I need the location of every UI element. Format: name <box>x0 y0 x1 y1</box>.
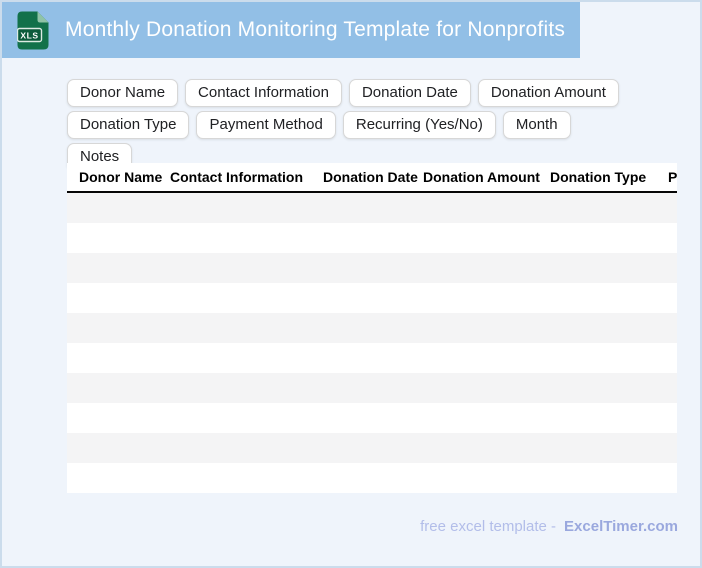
table-row <box>67 373 677 403</box>
column-header-donation-date: Donation Date <box>323 169 418 185</box>
chip-payment-method[interactable]: Payment Method <box>196 111 336 139</box>
chip-recurring[interactable]: Recurring (Yes/No) <box>342 111 496 139</box>
column-header-donation-amount: Donation Amount <box>423 169 540 185</box>
chip-donation-amount[interactable]: Donation Amount <box>477 79 619 107</box>
header-bar: XLS Monthly Donation Monitoring Template… <box>2 2 580 58</box>
table-body <box>67 193 677 493</box>
page-title: Monthly Donation Monitoring Template for… <box>65 18 566 41</box>
table-row <box>67 433 677 463</box>
column-header-donor-name: Donor Name <box>79 169 163 185</box>
chip-month[interactable]: Month <box>502 111 571 139</box>
table-row <box>67 463 677 493</box>
table-row <box>67 343 677 373</box>
column-header-contact-information: Contact Information <box>170 169 303 185</box>
table-row <box>67 313 677 343</box>
file-badge-text: XLS <box>20 30 38 40</box>
table-row <box>67 403 677 433</box>
column-header-payment-method: Payment Method <box>668 169 677 185</box>
footer-tagline: free excel template - <box>420 518 557 535</box>
footer-brand-link[interactable]: ExcelTimer.com <box>564 518 678 535</box>
chip-donor-name[interactable]: Donor Name <box>67 79 179 107</box>
table-header-row: Donor Name Contact Information Donation … <box>67 163 677 193</box>
xls-file-icon: XLS <box>17 11 49 49</box>
chip-donation-date[interactable]: Donation Date <box>348 79 471 107</box>
field-chip-list: Donor Name Contact Information Donation … <box>67 79 641 171</box>
file-label-band <box>17 27 43 42</box>
spreadsheet-preview-table: Donor Name Contact Information Donation … <box>67 163 677 493</box>
column-header-donation-type: Donation Type <box>550 169 647 185</box>
file-fold-corner <box>37 11 49 22</box>
table-row <box>67 223 677 253</box>
table-row <box>67 253 677 283</box>
table-row <box>67 283 677 313</box>
chip-donation-type[interactable]: Donation Type <box>67 111 190 139</box>
table-row <box>67 193 677 223</box>
footer-credit: free excel template - ExcelTimer.com <box>420 518 678 535</box>
chip-contact-information[interactable]: Contact Information <box>185 79 342 107</box>
